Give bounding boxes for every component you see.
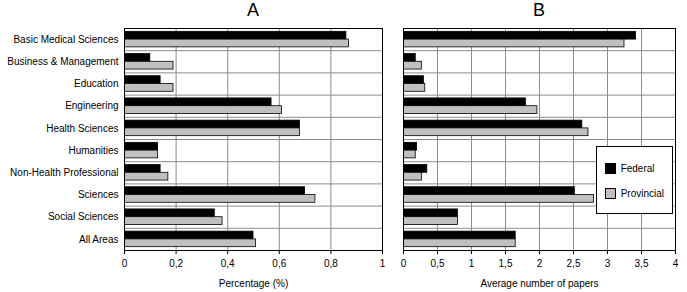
svg-text:All Areas: All Areas	[79, 234, 118, 245]
svg-text:Education: Education	[74, 78, 118, 89]
html-text:Federal: Federal	[620, 163, 655, 174]
svg-text:0: 0	[122, 258, 128, 269]
svg-text:Humanities: Humanities	[68, 145, 118, 156]
svg-text:Non-Health Professional: Non-Health Professional	[10, 167, 118, 178]
svg-text:3: 3	[605, 258, 611, 269]
html-text:Provincial: Provincial	[620, 188, 664, 199]
svg-text:0,4: 0,4	[221, 258, 235, 269]
svg-text:1: 1	[469, 258, 475, 269]
svg-text:Engineering: Engineering	[65, 100, 118, 111]
svg-text:2,5: 2,5	[567, 258, 581, 269]
svg-text:2: 2	[537, 258, 543, 269]
svg-text:4: 4	[673, 258, 679, 269]
svg-text:0,8: 0,8	[324, 258, 338, 269]
svg-text:Sciences: Sciences	[78, 189, 119, 200]
svg-text:Basic Medical Sciences: Basic Medical Sciences	[13, 34, 118, 45]
svg-text:Percentage (%): Percentage (%)	[219, 278, 288, 289]
svg-text:Average number of papers: Average number of papers	[480, 278, 598, 289]
svg-text:3,5: 3,5	[635, 258, 649, 269]
html-text:A: A	[247, 0, 259, 20]
svg-text:0,6: 0,6	[272, 258, 286, 269]
svg-text:Social Sciences: Social Sciences	[48, 211, 119, 222]
svg-text:Health Sciences: Health Sciences	[46, 123, 118, 134]
svg-text:Business & Management: Business & Management	[7, 56, 118, 67]
svg-text:0,2: 0,2	[169, 258, 183, 269]
svg-text:0,5: 0,5	[431, 258, 445, 269]
svg-text:1,5: 1,5	[499, 258, 513, 269]
svg-text:0: 0	[401, 258, 407, 269]
svg-text:1: 1	[380, 258, 386, 269]
html-text:B: B	[533, 0, 545, 20]
